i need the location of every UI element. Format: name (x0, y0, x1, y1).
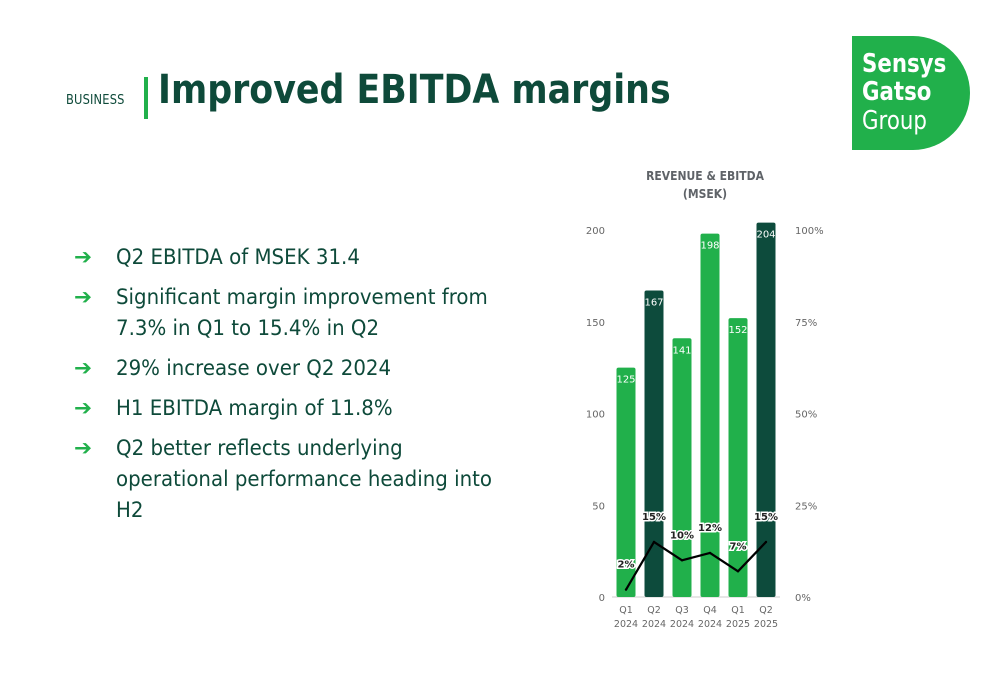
margin-value-label: 15% (642, 512, 666, 523)
y-tick-label: 200 (586, 226, 605, 237)
x-tick-label: Q3 (675, 605, 689, 616)
x-tick-label: 2025 (754, 619, 778, 630)
arrow-right-icon: ➔ (74, 436, 93, 461)
y2-tick-label: 25% (795, 501, 817, 512)
chart-title: REVENUE & EBITDA (MSEK) (615, 167, 795, 203)
bullet-text: Q2 EBITDA of MSEK 31.4 (116, 245, 360, 270)
margin-value-label: 2% (618, 560, 635, 571)
bullet-item: ➔ Q2 better reflects underlying operation… (74, 433, 504, 526)
x-tick-label: Q2 (759, 605, 773, 616)
arrow-right-icon: ➔ (74, 285, 93, 310)
bar-value-label: 167 (644, 298, 663, 309)
ebitda-margin-point (624, 588, 628, 591)
bar-value-label: 152 (728, 325, 747, 336)
margin-value-label: 10% (670, 530, 694, 541)
x-tick-label: 2024 (614, 619, 638, 630)
ebitda-margin-point (764, 540, 768, 544)
x-tick-label: 2024 (698, 619, 722, 630)
margin-value-label: 15% (754, 512, 778, 523)
page-title: Improved EBITDA margins (158, 67, 671, 113)
y-tick-label: 50 (592, 501, 605, 512)
bullet-list: ➔ Q2 EBITDA of MSEK 31.4 ➔ Significant mar… (74, 242, 504, 535)
ebitda-margin-point (736, 570, 740, 573)
arrow-right-icon: ➔ (74, 356, 93, 381)
arrow-right-icon: ➔ (74, 245, 93, 270)
x-tick-label: Q4 (703, 605, 717, 616)
bullet-text: Significant margin improvement from 7.3%… (116, 285, 488, 341)
bar-value-label: 198 (700, 241, 719, 252)
bar (672, 338, 692, 597)
bar (616, 367, 636, 597)
bullet-item: ➔ Q2 EBITDA of MSEK 31.4 (74, 242, 504, 273)
x-tick-label: Q1 (731, 605, 745, 616)
x-tick-label: 2025 (726, 619, 750, 630)
bullet-text: H1 EBITDA margin of 11.8% (116, 396, 393, 421)
bar-value-label: 125 (616, 375, 635, 386)
ebitda-margin-point (680, 559, 684, 562)
bar (644, 290, 664, 597)
margin-value-label: 7% (730, 541, 747, 552)
y2-tick-label: 50% (795, 410, 817, 421)
bullet-item: ➔ Significant margin improvement from 7.3… (74, 282, 504, 344)
company-logo: Sensys Gatso Group (852, 36, 970, 150)
bar-value-label: 141 (672, 345, 691, 356)
logo-word-2: Gatso (862, 77, 932, 107)
bullet-text: Q2 better reflects underlying operationa… (116, 436, 492, 523)
bar (700, 233, 720, 598)
y2-tick-label: 100% (795, 226, 824, 237)
logo-word-1: Sensys (862, 49, 947, 79)
ebitda-margin-point (652, 540, 656, 544)
chart-title-line-2: (MSEK) (682, 187, 728, 201)
section-label: BUSINESS (66, 93, 125, 108)
y2-tick-label: 75% (795, 318, 817, 329)
margin-value-label: 12% (698, 523, 722, 534)
x-tick-label: Q2 (647, 605, 661, 616)
chart-title-line-1: REVENUE & EBITDA (646, 169, 764, 183)
y-tick-label: 100 (586, 410, 605, 421)
bar (728, 318, 748, 597)
bullet-item: ➔ H1 EBITDA margin of 11.8% (74, 393, 504, 424)
title-divider (144, 77, 148, 119)
revenue-ebitda-chart: 0 50 100 150 200 0% 25% 50% 75% 100% 125 167 141 198 1… (586, 222, 824, 630)
x-tick-label: 2024 (670, 619, 694, 630)
x-tick-label: 2024 (642, 619, 666, 630)
y-tick-label: 0 (599, 593, 605, 604)
y-tick-label: 150 (586, 318, 605, 329)
ebitda-margin-point (708, 551, 712, 555)
bar-value-label: 204 (756, 230, 775, 241)
arrow-right-icon: ➔ (74, 396, 93, 421)
ebitda-margin-line (625, 540, 767, 591)
logo-word-3: Group (862, 106, 927, 136)
x-tick-label: Q1 (619, 605, 633, 616)
bullet-item: ➔ 29% increase over Q2 2024 (74, 353, 504, 384)
y2-tick-label: 0% (795, 593, 811, 604)
bullet-text: 29% increase over Q2 2024 (116, 356, 392, 381)
bar (756, 222, 776, 597)
